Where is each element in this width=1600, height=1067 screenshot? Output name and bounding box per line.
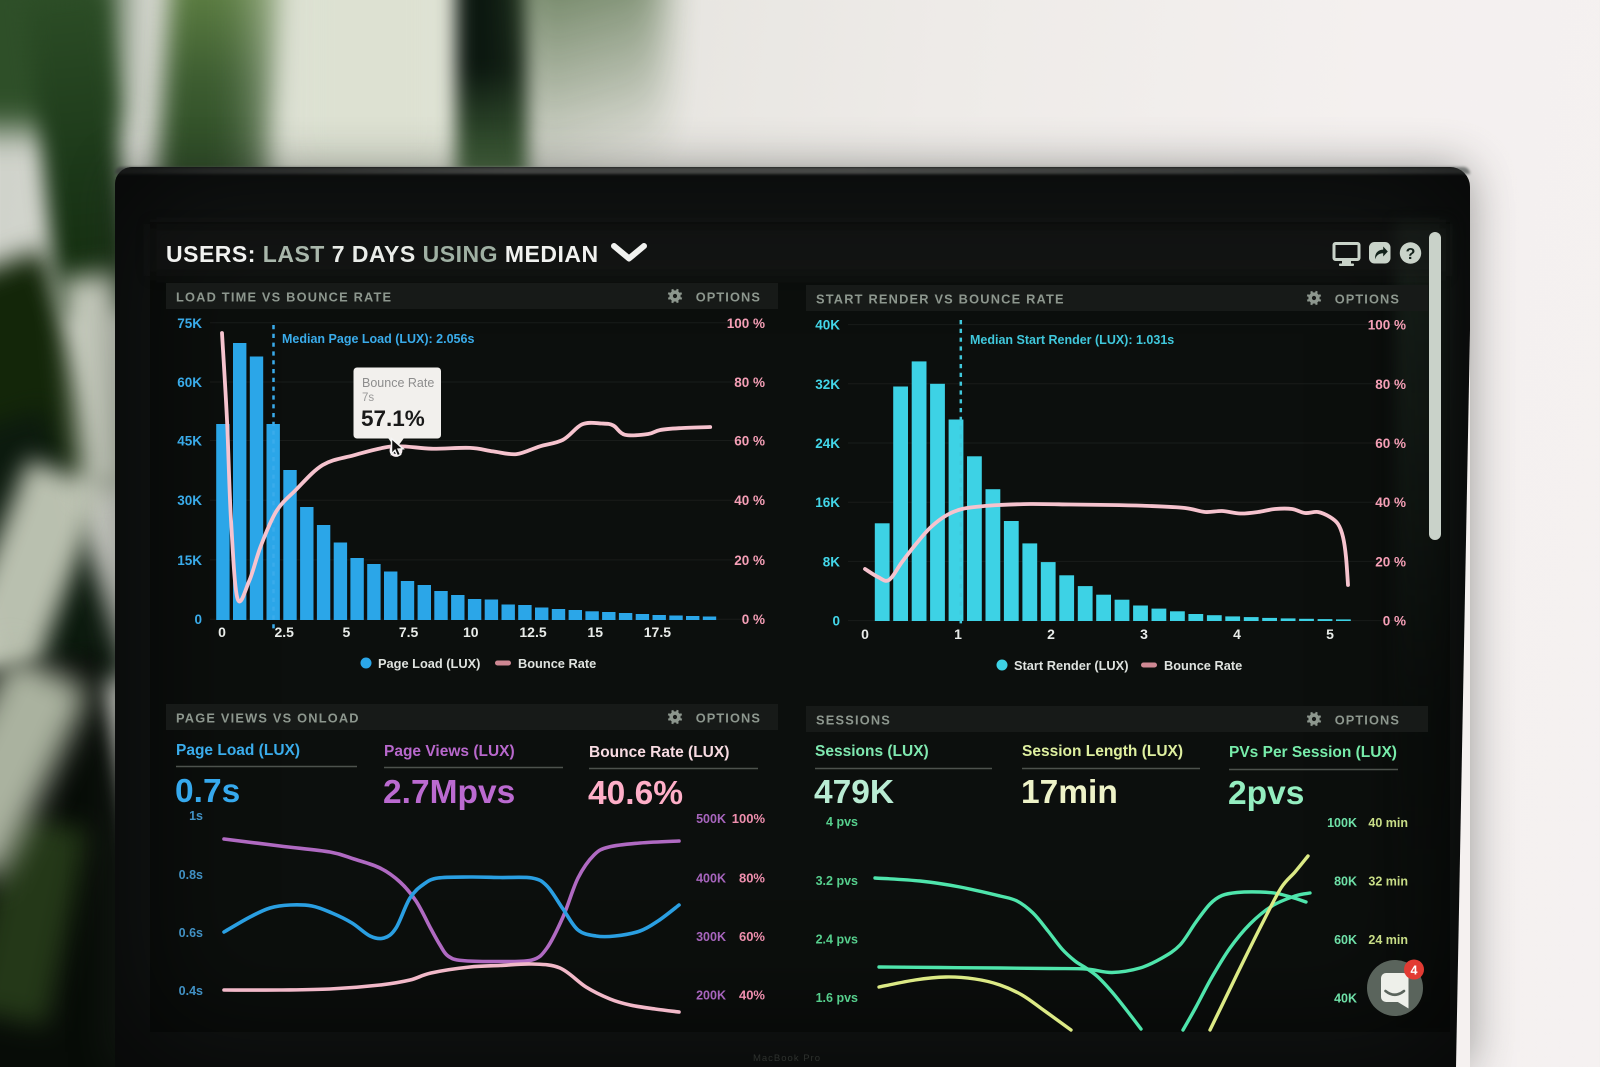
svg-text:12.5: 12.5 <box>519 624 546 640</box>
svg-text:80 %: 80 % <box>734 375 765 390</box>
svg-text:OPTIONS: OPTIONS <box>1335 713 1400 728</box>
svg-text:60 %: 60 % <box>1375 436 1406 451</box>
svg-text:5: 5 <box>343 624 351 640</box>
svg-text:15K: 15K <box>177 553 202 568</box>
svg-text:OPTIONS: OPTIONS <box>696 711 761 726</box>
svg-text:10: 10 <box>463 624 479 640</box>
svg-text:OPTIONS: OPTIONS <box>1335 292 1400 307</box>
svg-text:40%: 40% <box>739 988 765 1003</box>
svg-text:Bounce Rate: Bounce Rate <box>362 376 434 390</box>
svg-text:OPTIONS: OPTIONS <box>696 290 761 305</box>
svg-text:24K: 24K <box>815 436 840 451</box>
svg-text:3.2 pvs: 3.2 pvs <box>816 874 858 888</box>
svg-text:0.6s: 0.6s <box>179 926 203 940</box>
svg-text:8K: 8K <box>823 554 841 569</box>
svg-text:1: 1 <box>954 626 962 642</box>
svg-text:1s: 1s <box>189 809 203 823</box>
svg-text:Sessions (LUX): Sessions (LUX) <box>815 743 929 760</box>
svg-text:Page Load (LUX): Page Load (LUX) <box>378 656 480 671</box>
svg-text:2pvs: 2pvs <box>1228 775 1304 812</box>
svg-text:Page Load (LUX): Page Load (LUX) <box>176 742 300 759</box>
svg-text:2.5: 2.5 <box>274 624 294 640</box>
svg-text:USERS: LAST 7 DAYS USING MEDIA: USERS: LAST 7 DAYS USING MEDIAN <box>166 241 599 267</box>
svg-text:60 %: 60 % <box>734 434 765 449</box>
svg-text:Page Views (LUX): Page Views (LUX) <box>384 743 515 760</box>
svg-text:17.5: 17.5 <box>644 624 671 640</box>
svg-text:4: 4 <box>1233 626 1241 642</box>
svg-text:START RENDER VS BOUNCE RATE: START RENDER VS BOUNCE RATE <box>816 292 1065 307</box>
svg-text:7s: 7s <box>362 392 374 404</box>
svg-text:Start Render (LUX): Start Render (LUX) <box>1014 658 1128 673</box>
svg-text:20 %: 20 % <box>734 553 765 568</box>
svg-text:30K: 30K <box>177 493 202 508</box>
svg-text:80K: 80K <box>1334 875 1357 889</box>
svg-text:40.6%: 40.6% <box>588 775 683 812</box>
svg-text:Session Length (LUX): Session Length (LUX) <box>1022 743 1183 760</box>
svg-text:2.7Mpvs: 2.7Mpvs <box>383 774 515 811</box>
svg-text:0: 0 <box>194 612 202 627</box>
svg-text:100K: 100K <box>1327 816 1357 830</box>
svg-text:PAGE VIEWS VS ONLOAD: PAGE VIEWS VS ONLOAD <box>176 711 360 726</box>
svg-text:300K: 300K <box>696 930 726 944</box>
svg-text:60%: 60% <box>739 929 765 944</box>
svg-text:Bounce Rate: Bounce Rate <box>1164 658 1242 673</box>
svg-text:2: 2 <box>1047 626 1055 642</box>
svg-text:80%: 80% <box>739 871 765 886</box>
svg-text:17min: 17min <box>1021 774 1118 811</box>
svg-text:0: 0 <box>218 624 226 640</box>
svg-text:LOAD TIME VS BOUNCE RATE: LOAD TIME VS BOUNCE RATE <box>176 290 392 305</box>
svg-text:MacBook Pro: MacBook Pro <box>753 1053 821 1064</box>
svg-text:1.6 pvs: 1.6 pvs <box>816 991 858 1005</box>
svg-text:7.5: 7.5 <box>399 624 419 640</box>
svg-text:57.1%: 57.1% <box>361 406 425 431</box>
svg-text:16K: 16K <box>815 495 840 510</box>
svg-text:32K: 32K <box>815 377 840 392</box>
svg-text:400K: 400K <box>696 872 726 886</box>
svg-text:?: ? <box>1406 246 1416 263</box>
svg-text:100 %: 100 % <box>1368 318 1406 333</box>
svg-text:15: 15 <box>587 624 603 640</box>
svg-text:20 %: 20 % <box>1375 554 1406 569</box>
svg-text:0: 0 <box>861 626 869 642</box>
svg-text:100 %: 100 % <box>727 316 765 331</box>
svg-text:60K: 60K <box>1334 933 1357 947</box>
svg-text:3: 3 <box>1140 626 1148 642</box>
svg-text:0 %: 0 % <box>742 612 765 627</box>
svg-text:0.8s: 0.8s <box>179 868 203 882</box>
svg-text:0.4s: 0.4s <box>179 984 203 998</box>
svg-text:Median Start Render (LUX): 1.0: Median Start Render (LUX): 1.031s <box>970 333 1174 347</box>
svg-text:40K: 40K <box>1334 992 1357 1006</box>
svg-text:Bounce Rate (LUX): Bounce Rate (LUX) <box>589 744 729 761</box>
svg-text:40 %: 40 % <box>734 493 765 508</box>
svg-text:200K: 200K <box>696 989 726 1003</box>
svg-text:75K: 75K <box>177 316 202 331</box>
svg-text:2.4 pvs: 2.4 pvs <box>816 933 858 947</box>
svg-text:4: 4 <box>1411 964 1418 978</box>
svg-text:0: 0 <box>832 614 840 629</box>
svg-text:500K: 500K <box>696 812 726 826</box>
svg-text:40 %: 40 % <box>1375 495 1406 510</box>
svg-text:40 min: 40 min <box>1368 816 1408 830</box>
svg-text:Bounce Rate: Bounce Rate <box>518 656 596 671</box>
svg-text:100%: 100% <box>732 811 766 826</box>
svg-text:0.7s: 0.7s <box>175 773 240 810</box>
svg-text:PVs Per Session (LUX): PVs Per Session (LUX) <box>1229 744 1397 761</box>
svg-text:SESSIONS: SESSIONS <box>816 713 891 728</box>
svg-text:40K: 40K <box>815 318 840 333</box>
svg-text:5: 5 <box>1326 626 1334 642</box>
svg-text:24 min: 24 min <box>1368 933 1408 947</box>
svg-text:0 %: 0 % <box>1383 614 1406 629</box>
svg-text:Median Page Load (LUX): 2.056s: Median Page Load (LUX): 2.056s <box>282 332 474 346</box>
svg-text:80 %: 80 % <box>1375 377 1406 392</box>
svg-text:4 pvs: 4 pvs <box>826 815 858 829</box>
svg-text:60K: 60K <box>177 375 202 390</box>
svg-text:45K: 45K <box>177 434 202 449</box>
svg-text:479K: 479K <box>814 774 894 811</box>
svg-text:32 min: 32 min <box>1368 875 1408 889</box>
